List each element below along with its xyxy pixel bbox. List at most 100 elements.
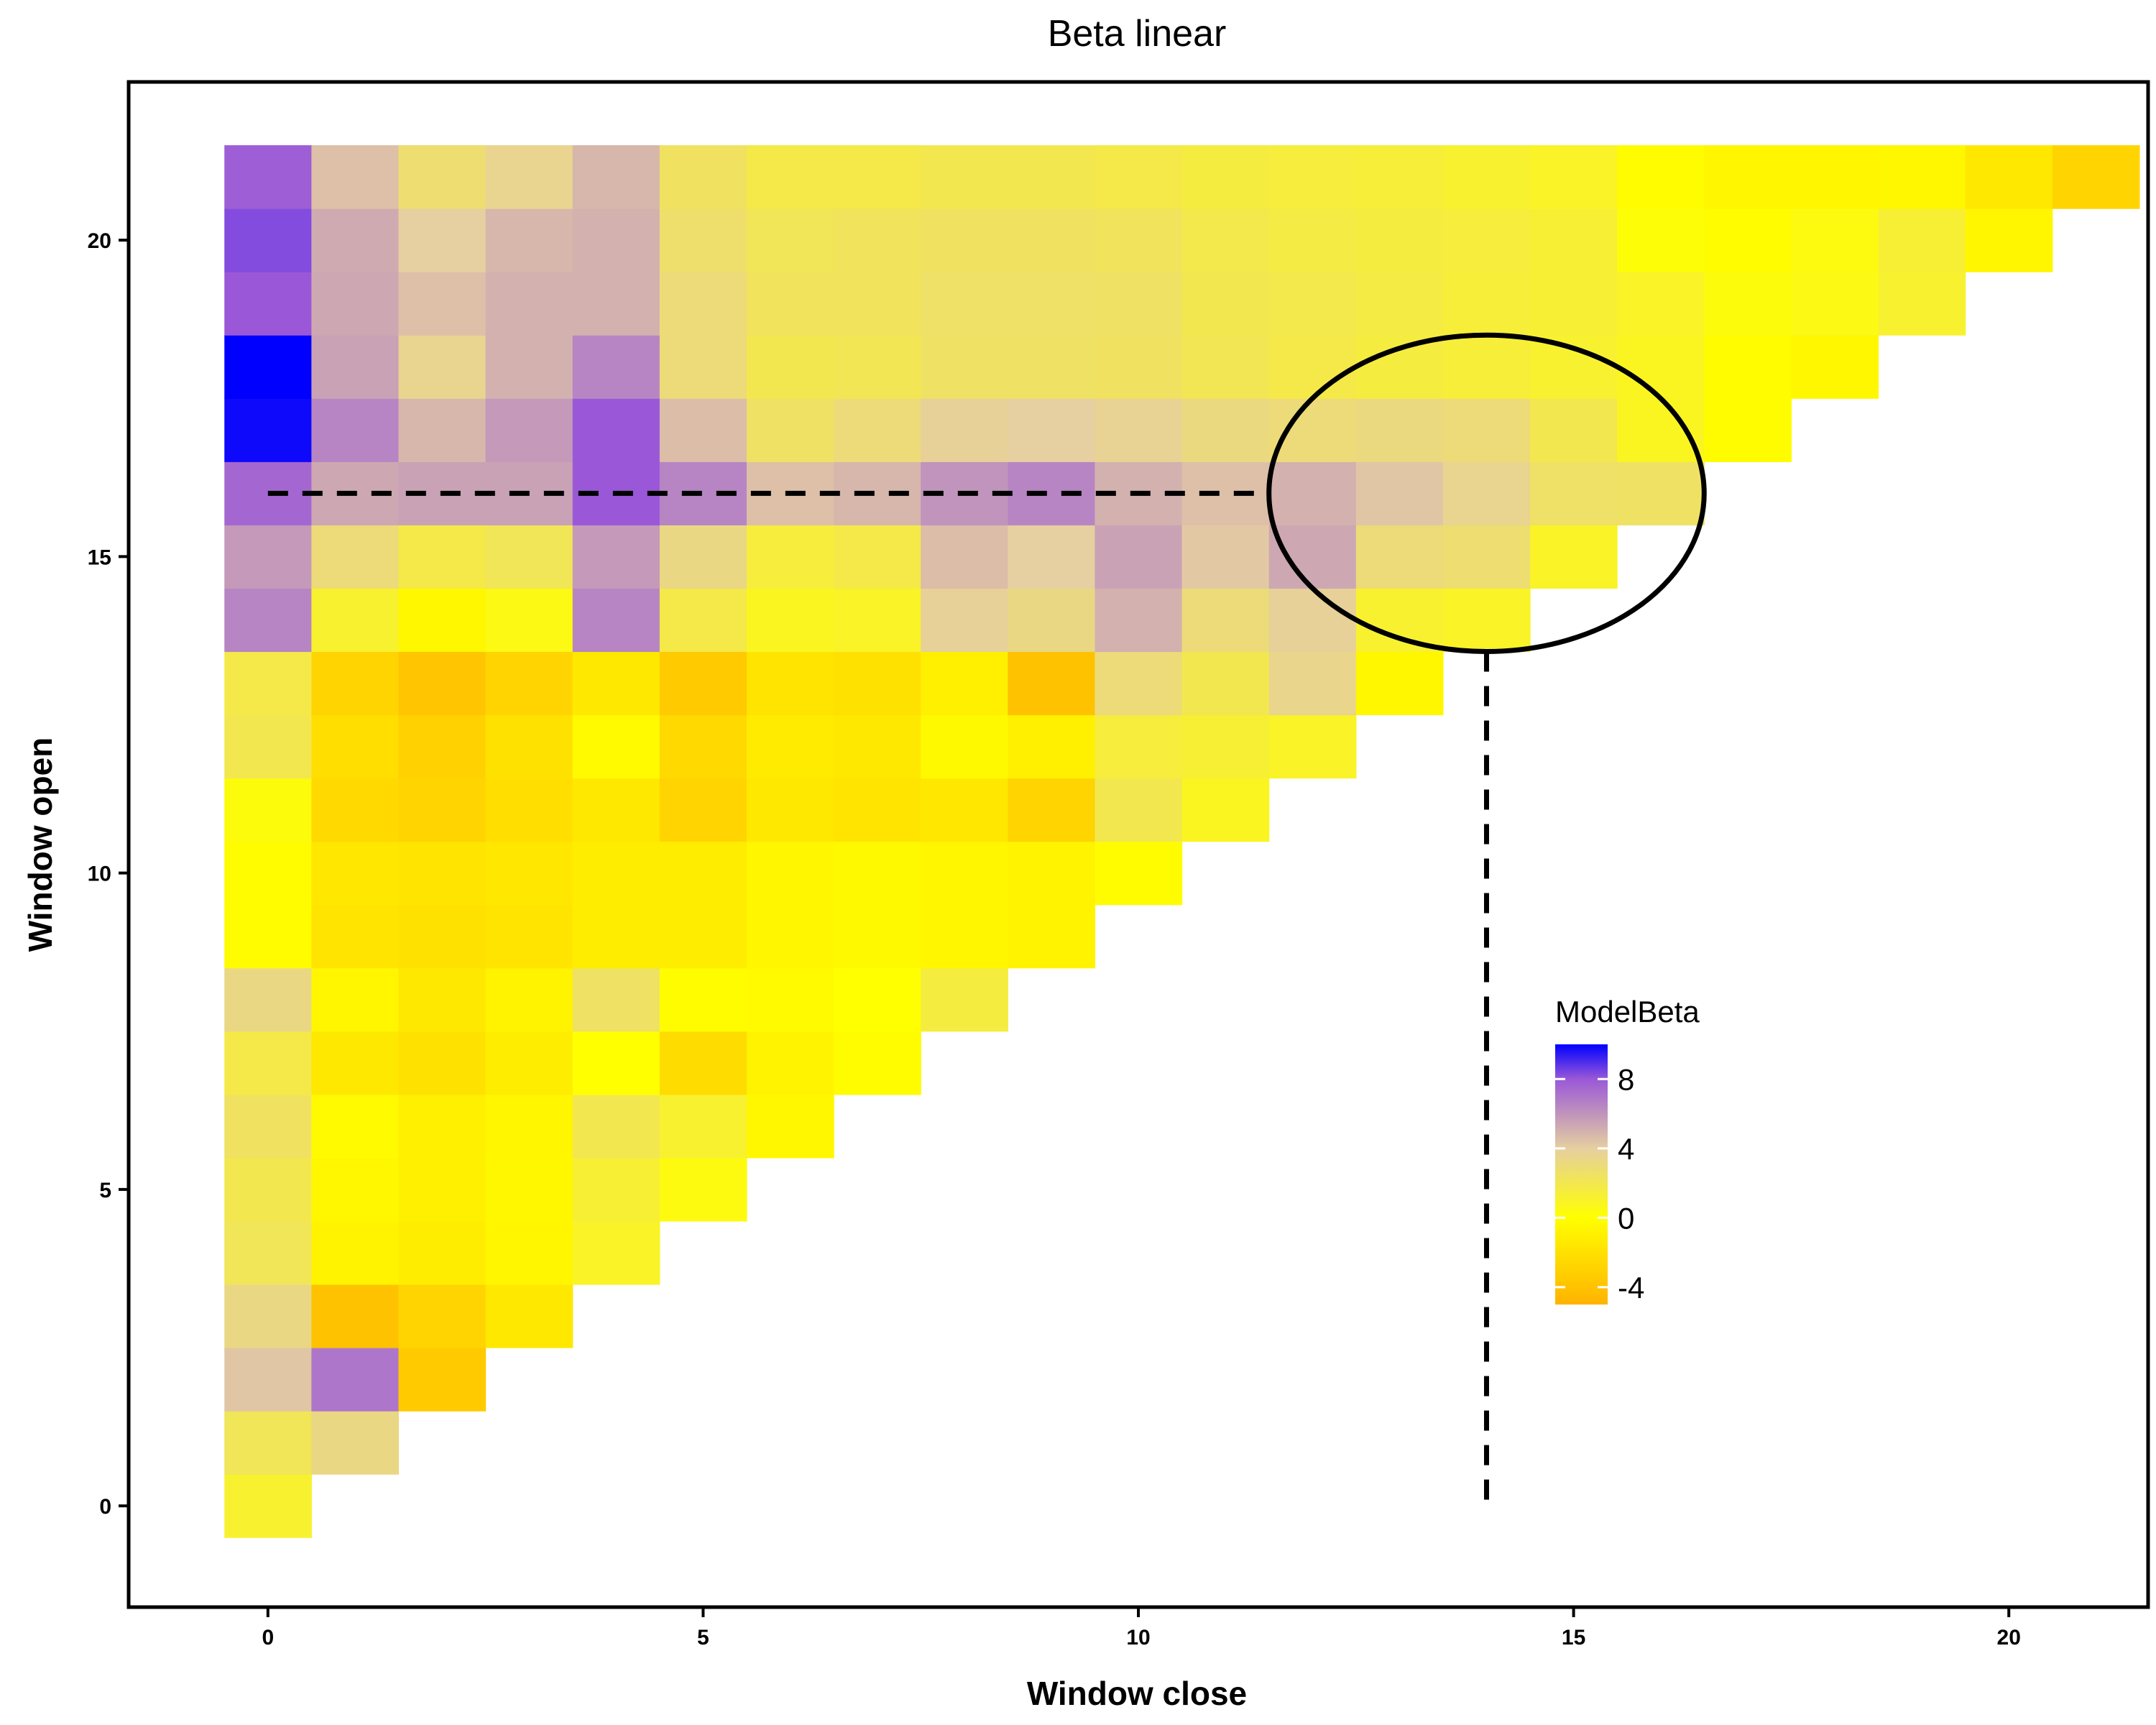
y-tick-label: 10: [88, 862, 111, 886]
heatmap-cell: [1095, 398, 1183, 462]
heatmap-cell: [572, 1220, 660, 1285]
heatmap-cell: [1355, 525, 1444, 589]
heatmap-cell: [659, 1031, 747, 1095]
heatmap-cell: [834, 714, 921, 779]
heatmap-cell: [1530, 525, 1618, 589]
heatmap-cell: [311, 1411, 400, 1475]
heatmap-cell: [1095, 145, 1183, 209]
heatmap-cell: [921, 398, 1008, 462]
heatmap-cell: [921, 208, 1008, 272]
heatmap-cell: [1268, 272, 1357, 336]
heatmap-cell: [224, 1157, 312, 1222]
heatmap-cell: [1878, 272, 1966, 336]
heatmap-cell: [1268, 714, 1357, 779]
y-tick-label: 15: [88, 546, 111, 569]
heatmap-cell: [746, 841, 834, 906]
heatmap-cell: [572, 398, 660, 462]
heatmap-cell: [659, 1094, 747, 1159]
heatmap-cell: [834, 778, 921, 842]
heatmap-cell: [1095, 208, 1183, 272]
heatmap-cell: [1008, 525, 1096, 589]
heatmap-cell: [311, 1031, 400, 1095]
heatmap-cell: [485, 208, 573, 272]
heatmap-cell: [1355, 588, 1444, 653]
heatmap-cell: [921, 145, 1008, 209]
heatmap-cell: [311, 1094, 400, 1159]
y-tick-label: 20: [88, 229, 111, 253]
heatmap-cell: [1008, 145, 1096, 209]
heatmap-cell: [1181, 778, 1270, 842]
heatmap-cell: [485, 1031, 573, 1095]
heatmap-cell: [224, 1474, 312, 1538]
x-tick-label: 15: [1562, 1626, 1585, 1650]
heatmap-cell: [1617, 145, 1705, 209]
heatmap-cell: [572, 335, 660, 399]
heatmap-cell: [1704, 272, 1792, 336]
heatmap-cell: [1095, 588, 1183, 653]
heatmap-cell: [746, 525, 834, 589]
heatmap-cell: [746, 145, 834, 209]
heatmap-cell: [1268, 398, 1357, 462]
heatmap-cell: [1268, 145, 1357, 209]
heatmap-cell: [1095, 335, 1183, 399]
heatmap-cell: [1442, 208, 1531, 272]
heatmap-cell: [2052, 145, 2140, 209]
heatmap-cell: [485, 1284, 573, 1348]
heatmap-cell: [1617, 398, 1705, 462]
heatmap-cell: [834, 272, 921, 336]
heatmap-cell: [1617, 272, 1705, 336]
heatmap-cell: [1268, 461, 1357, 525]
heatmap-cell: [746, 778, 834, 842]
heatmap-cell: [1095, 778, 1183, 842]
heatmap-cell: [921, 904, 1008, 969]
heatmap-cell: [1181, 335, 1270, 399]
heatmap-cell: [485, 588, 573, 653]
heatmap-cell: [1095, 525, 1183, 589]
heatmap-cell: [1530, 461, 1618, 525]
heatmap-cell: [746, 651, 834, 716]
heatmap-cell: [1791, 145, 1879, 209]
heatmap-cell: [659, 967, 747, 1032]
heatmap-cell: [921, 525, 1008, 589]
heatmap-cell: [1704, 208, 1792, 272]
heatmap-cell: [1008, 461, 1096, 525]
heatmap-cell: [572, 1157, 660, 1222]
heatmap-cell: [311, 335, 400, 399]
heatmap-cell: [224, 1284, 312, 1348]
heatmap-cell: [1181, 398, 1270, 462]
heatmap-cell: [572, 714, 660, 779]
heatmap-cell: [1878, 145, 1966, 209]
heatmap-cell: [1791, 272, 1879, 336]
heatmap-cell: [659, 778, 747, 842]
heatmap-cell: [1268, 588, 1357, 653]
heatmap-cell: [659, 208, 747, 272]
heatmap-cell: [311, 398, 400, 462]
heatmap-cell: [224, 525, 312, 589]
x-tick-label: 10: [1126, 1626, 1150, 1650]
heatmap-cell: [1268, 335, 1357, 399]
heatmap-cell: [224, 1348, 312, 1412]
heatmap-cell: [398, 1157, 487, 1222]
heatmap-cell: [311, 208, 400, 272]
heatmap-cell: [1181, 714, 1270, 779]
heatmap-cell: [1181, 525, 1270, 589]
heatmap-cell: [572, 145, 660, 209]
heatmap-cell: [1181, 461, 1270, 525]
heatmap-cell: [398, 1348, 487, 1412]
heatmap-cell: [1008, 398, 1096, 462]
heatmap-cell: [398, 651, 487, 716]
heatmap-cell: [398, 714, 487, 779]
heatmap-cell: [834, 904, 921, 969]
heatmap-cell: [1008, 208, 1096, 272]
heatmap-cell: [224, 714, 312, 779]
legend-colorbar: [1555, 1044, 1608, 1305]
heatmap-cell: [398, 1031, 487, 1095]
x-tick-label: 5: [697, 1626, 709, 1650]
heatmap-cell: [311, 588, 400, 653]
heatmap-cell: [834, 841, 921, 906]
heatmap-cell: [659, 588, 747, 653]
heatmap-cell: [224, 335, 312, 399]
heatmap-cell: [398, 1284, 487, 1348]
heatmap-cell: [921, 841, 1008, 906]
x-tick-label: 20: [1997, 1626, 2021, 1650]
